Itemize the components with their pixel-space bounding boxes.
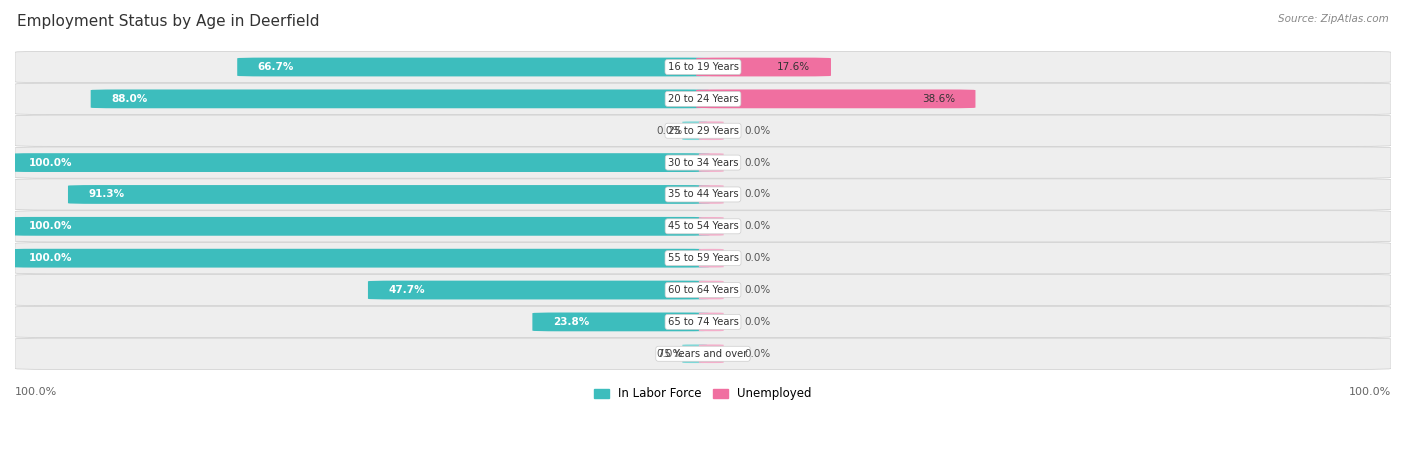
Text: 0.0%: 0.0%	[744, 285, 770, 295]
Text: 0.0%: 0.0%	[744, 126, 770, 136]
Text: 60 to 64 Years: 60 to 64 Years	[668, 285, 738, 295]
Text: 55 to 59 Years: 55 to 59 Years	[668, 253, 738, 263]
Text: 66.7%: 66.7%	[257, 62, 294, 72]
Text: 100.0%: 100.0%	[28, 253, 72, 263]
FancyBboxPatch shape	[533, 313, 710, 331]
Text: 100.0%: 100.0%	[15, 387, 58, 397]
FancyBboxPatch shape	[682, 121, 707, 140]
Text: 0.0%: 0.0%	[744, 317, 770, 327]
FancyBboxPatch shape	[696, 89, 976, 108]
FancyBboxPatch shape	[238, 58, 710, 76]
FancyBboxPatch shape	[696, 58, 831, 76]
Text: 75 Years and over: 75 Years and over	[658, 349, 748, 359]
Text: 100.0%: 100.0%	[28, 221, 72, 231]
Text: 100.0%: 100.0%	[28, 157, 72, 168]
Text: 30 to 34 Years: 30 to 34 Years	[668, 157, 738, 168]
Text: 65 to 74 Years: 65 to 74 Years	[668, 317, 738, 327]
Text: 35 to 44 Years: 35 to 44 Years	[668, 189, 738, 199]
FancyBboxPatch shape	[15, 211, 1391, 242]
Legend: In Labor Force, Unemployed: In Labor Force, Unemployed	[589, 383, 817, 405]
FancyBboxPatch shape	[699, 249, 724, 267]
FancyBboxPatch shape	[90, 89, 710, 108]
Text: 0.0%: 0.0%	[744, 349, 770, 359]
FancyBboxPatch shape	[15, 306, 1391, 337]
FancyBboxPatch shape	[699, 345, 724, 363]
FancyBboxPatch shape	[368, 281, 710, 299]
Text: 0.0%: 0.0%	[744, 157, 770, 168]
FancyBboxPatch shape	[15, 83, 1391, 115]
Text: 88.0%: 88.0%	[111, 94, 148, 104]
FancyBboxPatch shape	[699, 217, 724, 236]
Text: 38.6%: 38.6%	[922, 94, 955, 104]
Text: Source: ZipAtlas.com: Source: ZipAtlas.com	[1278, 14, 1389, 23]
FancyBboxPatch shape	[699, 121, 724, 140]
FancyBboxPatch shape	[8, 153, 710, 172]
FancyBboxPatch shape	[8, 217, 710, 236]
FancyBboxPatch shape	[15, 274, 1391, 306]
FancyBboxPatch shape	[15, 51, 1391, 83]
FancyBboxPatch shape	[699, 313, 724, 331]
Text: 25 to 29 Years: 25 to 29 Years	[668, 126, 738, 136]
Text: 17.6%: 17.6%	[778, 62, 810, 72]
Text: 0.0%: 0.0%	[744, 221, 770, 231]
Text: 23.8%: 23.8%	[553, 317, 589, 327]
Text: 0.0%: 0.0%	[657, 349, 682, 359]
FancyBboxPatch shape	[15, 338, 1391, 369]
FancyBboxPatch shape	[15, 147, 1391, 178]
Text: 91.3%: 91.3%	[89, 189, 125, 199]
Text: 16 to 19 Years: 16 to 19 Years	[668, 62, 738, 72]
Text: 0.0%: 0.0%	[744, 189, 770, 199]
FancyBboxPatch shape	[699, 153, 724, 172]
Text: 0.0%: 0.0%	[744, 253, 770, 263]
FancyBboxPatch shape	[67, 185, 710, 204]
Text: Employment Status by Age in Deerfield: Employment Status by Age in Deerfield	[17, 14, 319, 28]
FancyBboxPatch shape	[699, 281, 724, 299]
FancyBboxPatch shape	[15, 179, 1391, 210]
Text: 100.0%: 100.0%	[1348, 387, 1391, 397]
Text: 47.7%: 47.7%	[388, 285, 425, 295]
FancyBboxPatch shape	[8, 249, 710, 267]
Text: 0.0%: 0.0%	[657, 126, 682, 136]
FancyBboxPatch shape	[15, 115, 1391, 146]
FancyBboxPatch shape	[682, 345, 707, 363]
FancyBboxPatch shape	[699, 185, 724, 204]
Text: 20 to 24 Years: 20 to 24 Years	[668, 94, 738, 104]
FancyBboxPatch shape	[15, 243, 1391, 274]
Text: 45 to 54 Years: 45 to 54 Years	[668, 221, 738, 231]
